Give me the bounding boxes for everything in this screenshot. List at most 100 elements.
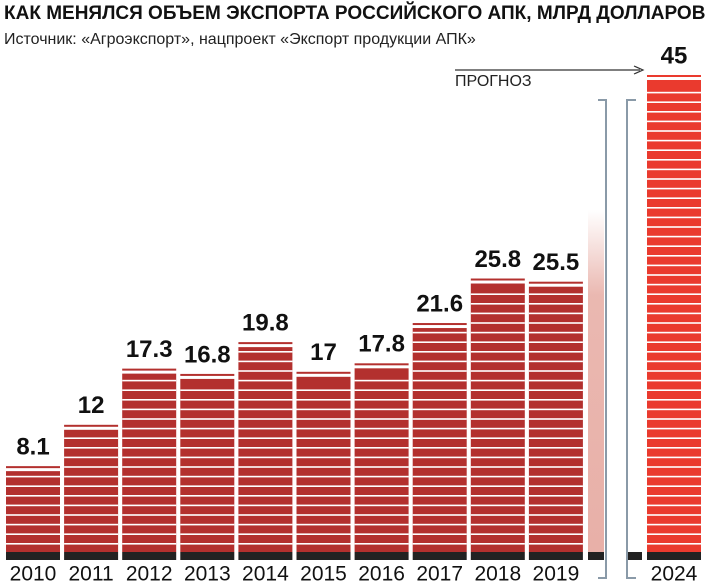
- bar-stripe: [354, 485, 409, 487]
- bar-stripe: [64, 514, 119, 516]
- bar-stripe: [647, 130, 701, 132]
- bar-cap: [354, 363, 409, 366]
- bar-stripe: [64, 533, 119, 535]
- bar-stripe: [412, 523, 467, 526]
- bar-stripe: [64, 485, 119, 487]
- bar-cap: [180, 373, 235, 376]
- bar-stripe: [296, 418, 351, 420]
- bar-stripe: [528, 360, 583, 363]
- bar-stripe: [412, 504, 467, 507]
- bar-stripe: [6, 543, 60, 545]
- base-strip: [412, 552, 467, 560]
- x-tick-label: 2018: [474, 563, 521, 586]
- bar-stripe: [238, 399, 293, 401]
- bar-stripe: [647, 427, 701, 430]
- bar-stripe: [647, 293, 701, 295]
- base-strip: [528, 552, 583, 560]
- bar-stripe: [528, 514, 583, 516]
- bar-stripe: [647, 418, 701, 420]
- bar-stripe: [6, 475, 60, 478]
- bar-stripe: [6, 485, 60, 487]
- bar-stripe: [528, 408, 583, 411]
- bar-stripe: [296, 533, 351, 535]
- bar-stripe: [528, 293, 583, 295]
- bar-stripe: [470, 389, 525, 391]
- bar-stripe: [354, 437, 409, 439]
- bar-stripe: [412, 370, 467, 372]
- bar-stripe: [528, 475, 583, 478]
- bar-stripe: [647, 437, 701, 439]
- bar-stripe: [647, 159, 701, 161]
- x-tick-label: 2013: [184, 563, 231, 586]
- value-label: 17.8: [358, 331, 405, 358]
- bar-stripe: [647, 495, 701, 497]
- bar-stripe: [296, 495, 351, 497]
- bar-stripe: [354, 379, 409, 382]
- bar-stripe: [64, 543, 119, 545]
- bar-stripe: [122, 466, 177, 468]
- bar-stripe: [64, 504, 119, 507]
- bar-cap: [122, 368, 177, 371]
- bar-stripe: [470, 427, 525, 430]
- bar-stripe: [647, 341, 701, 343]
- bar-cap: [528, 281, 583, 284]
- bar-stripe: [647, 187, 701, 190]
- bar-stripe: [296, 456, 351, 459]
- bar-stripe: [122, 399, 177, 401]
- bar-stripe: [238, 485, 293, 487]
- bar-stripe: [180, 408, 235, 411]
- x-tick-label: 2010: [10, 563, 57, 586]
- value-label: 25.8: [474, 246, 521, 273]
- bar-stripe: [64, 456, 119, 459]
- bar-stripe: [470, 447, 525, 449]
- bar-stripe: [296, 523, 351, 526]
- bar-stripe: [647, 466, 701, 468]
- bar-stripe: [6, 533, 60, 535]
- bar-stripe: [180, 456, 235, 459]
- bar-stripe: [354, 504, 409, 507]
- bar-stripe: [470, 456, 525, 459]
- bar-stripe: [470, 360, 525, 363]
- bar-stripe: [238, 475, 293, 478]
- bar-stripe: [528, 437, 583, 439]
- bar-stripe: [647, 264, 701, 267]
- bar-stripe: [647, 543, 701, 545]
- bar-stripe: [528, 504, 583, 507]
- bar-stripe: [470, 533, 525, 535]
- bar-stripe: [180, 485, 235, 487]
- bar-stripe: [354, 514, 409, 516]
- bar-stripe: [412, 466, 467, 468]
- bar-stripe: [528, 379, 583, 382]
- bar-stripe: [238, 523, 293, 526]
- bar-stripe: [647, 389, 701, 391]
- bar-stripe: [180, 475, 235, 478]
- bar-stripe: [122, 456, 177, 459]
- bar-stripe: [528, 495, 583, 497]
- bar-cap: [412, 323, 467, 326]
- bar-stripe: [647, 447, 701, 449]
- bar-stripe: [122, 379, 177, 382]
- bar-stripe: [647, 456, 701, 459]
- base-strip: [122, 552, 177, 560]
- base-strip: [470, 552, 525, 560]
- bar-stripe: [354, 399, 409, 401]
- bar: [64, 429, 119, 552]
- bar-stripe: [122, 475, 177, 478]
- base-strip: [647, 552, 701, 560]
- value-label: 21.6: [416, 290, 463, 317]
- bar-stripe: [470, 322, 525, 324]
- bar-stripe: [296, 475, 351, 478]
- bar-stripe: [354, 447, 409, 449]
- bar-stripe: [528, 399, 583, 401]
- bar-stripe: [647, 197, 701, 199]
- bar-cap: [647, 75, 701, 77]
- bar-stripe: [296, 389, 351, 391]
- break-bracket: [598, 99, 607, 579]
- bar-cap: [64, 424, 119, 427]
- bar-stripe: [470, 514, 525, 516]
- chart-title: КАК МЕНЯЛСЯ ОБЪЕМ ЭКСПОРТА РОССИЙСКОГО А…: [4, 2, 705, 24]
- x-tick-label: 2011: [69, 563, 114, 586]
- bar-stripe: [296, 504, 351, 507]
- break-bracket: [626, 99, 636, 579]
- bar-stripe: [354, 495, 409, 497]
